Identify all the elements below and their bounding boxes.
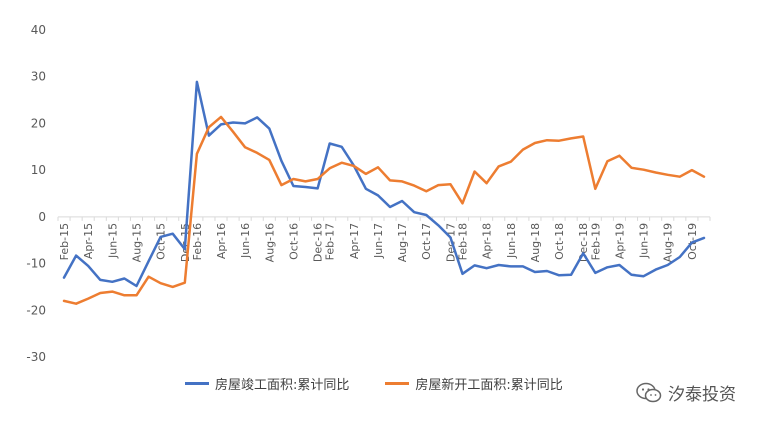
y-axis: -30 -20 -10 0 10 20 30 40 [26,23,46,364]
y-tick-label: -30 [26,350,46,364]
y-tick-label: 20 [31,116,46,130]
x-tick-label: Jun-16 [239,223,252,259]
x-tick-label: Aug-18 [529,223,542,262]
legend-item-new-starts[interactable]: 房屋新开工面积:累计同比 [385,374,563,393]
x-tick-label: Apr-16 [215,223,228,259]
x-axis: Feb-15 Apr-15 Jun-15 Aug-15 Oct-15 Dec-15 Feb-… [57,216,711,262]
x-tick-label: Aug-15 [130,223,143,262]
y-tick-label: -20 [26,303,46,317]
y-tick-label: 30 [31,70,46,84]
wechat-icon [636,382,662,402]
x-tick-label: Oct-18 [553,223,566,260]
legend-label-completed: 房屋竣工面积:累计同比 [215,378,350,393]
series-line-completed [62,80,706,288]
x-tick-label: Oct-17 [420,223,433,260]
x-tick-label: Apr-15 [82,223,95,259]
x-tick-label: Aug-17 [396,223,409,262]
x-tick-label: Oct-15 [155,223,168,260]
y-tick-label: 0 [38,210,46,224]
x-tick-label: Apr-19 [613,223,626,259]
x-tick-label: Jun-15 [106,223,119,259]
x-tick-label: Apr-18 [481,223,494,259]
y-tick-label: -10 [26,257,46,271]
y-tick-label: 10 [31,163,46,177]
x-tick-label: Jun-17 [372,223,385,259]
x-tick-label: Jun-18 [505,223,518,259]
x-tick-label: Jun-19 [638,223,651,259]
x-tick-label: Aug-19 [662,223,675,262]
legend-swatch-orange [385,382,410,385]
y-tick-label: 40 [31,23,46,37]
legend-label-new-starts: 房屋新开工面积:累计同比 [415,378,563,393]
watermark-text: 汐泰投资 [668,385,736,405]
x-tick-label: Dec-18 [577,223,590,262]
legend-swatch-blue [185,382,209,385]
plot-lines [62,80,706,305]
series-line-new-starts [62,115,706,305]
legend-item-completed[interactable]: 房屋竣工面积:累计同比 [185,374,349,393]
x-tick-label: Feb-15 [58,223,71,260]
x-tick-label: Oct-16 [287,223,300,260]
x-tick-label: Apr-17 [348,223,361,259]
legend: 房屋竣工面积:累计同比 房屋新开工面积:累计同比 [185,374,563,393]
x-tick-label: Feb-19 [589,223,602,260]
x-tick-label: Feb-16 [191,223,204,260]
x-tick-label: Aug-16 [263,223,276,262]
x-tick-label: Dec-16 [312,223,325,262]
watermark: 汐泰投资 [636,380,736,405]
x-tick-label: Feb-18 [456,223,469,260]
x-tick-label: Feb-17 [324,223,337,260]
